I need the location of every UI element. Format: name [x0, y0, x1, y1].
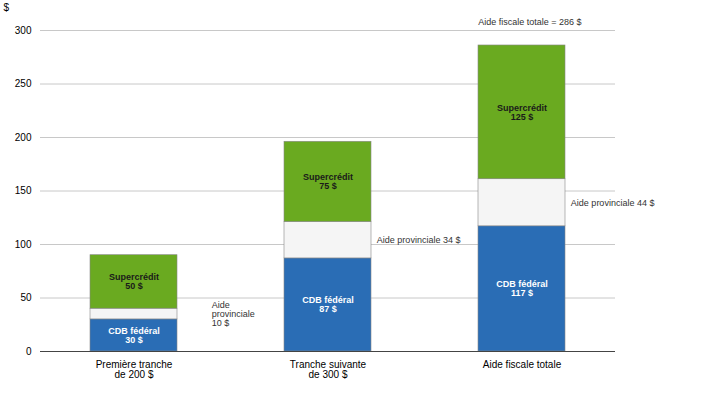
- svg-text:CDB fédéral87 $: CDB fédéral87 $: [302, 295, 354, 314]
- svg-text:Aide provinciale 34 $: Aide provinciale 34 $: [377, 235, 461, 245]
- svg-text:100: 100: [15, 239, 32, 250]
- svg-text:Supercrédit75 $: Supercrédit75 $: [303, 172, 353, 191]
- svg-text:Tranche suivantede 300 $: Tranche suivantede 300 $: [290, 359, 367, 380]
- svg-text:Aide fiscale totale: Aide fiscale totale: [483, 359, 562, 370]
- svg-text:250: 250: [15, 78, 32, 89]
- svg-text:200: 200: [15, 132, 32, 143]
- svg-text:Aide fiscale totale = 286 $: Aide fiscale totale = 286 $: [478, 17, 581, 27]
- svg-text:Supercrédit125 $: Supercrédit125 $: [497, 103, 547, 122]
- svg-text:CDB fédéral30 $: CDB fédéral30 $: [108, 326, 160, 345]
- svg-text:Aideprovinciale10 $: Aideprovinciale10 $: [212, 300, 255, 328]
- svg-text:Aide provinciale 44 $: Aide provinciale 44 $: [571, 198, 655, 208]
- svg-text:150: 150: [15, 185, 32, 196]
- svg-text:50: 50: [20, 292, 32, 303]
- svg-text:Première tranchede 200 $: Première tranchede 200 $: [96, 359, 173, 380]
- svg-text:CDB fédéral117 $: CDB fédéral117 $: [496, 279, 548, 298]
- svg-text:$: $: [4, 2, 10, 13]
- svg-text:Supercrédit50 $: Supercrédit50 $: [109, 272, 159, 291]
- svg-text:0: 0: [26, 346, 32, 357]
- svg-text:300: 300: [15, 25, 32, 36]
